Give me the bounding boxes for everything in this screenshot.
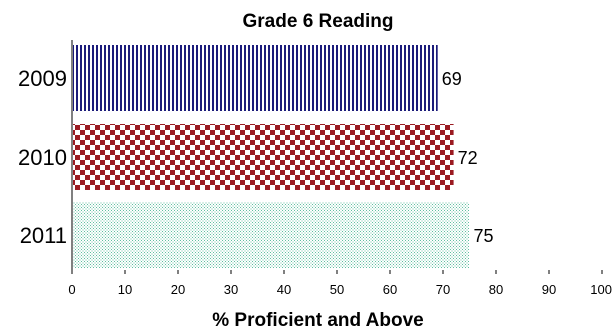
category-labels: 2009 2010 2011 bbox=[18, 66, 67, 248]
bar-2011 bbox=[73, 202, 470, 268]
category-label: 2011 bbox=[20, 223, 67, 248]
value-label: 75 bbox=[474, 226, 494, 246]
x-tick-label: 90 bbox=[542, 282, 556, 297]
x-tick-label: 70 bbox=[436, 282, 450, 297]
chart-title: Grade 6 Reading bbox=[243, 11, 394, 32]
x-tick-label: 0 bbox=[68, 282, 75, 297]
x-tick-label: 40 bbox=[277, 282, 291, 297]
x-ticks: 0 10 20 30 40 50 60 70 80 90 100 bbox=[68, 270, 612, 297]
x-tick-label: 80 bbox=[489, 282, 503, 297]
value-label: 69 bbox=[442, 69, 462, 89]
x-tick-label: 50 bbox=[330, 282, 344, 297]
x-axis-label: % Proficient and Above bbox=[212, 310, 424, 331]
bar-2009 bbox=[73, 45, 438, 111]
x-tick-label: 60 bbox=[383, 282, 397, 297]
x-tick-label: 100 bbox=[590, 282, 612, 297]
value-label: 72 bbox=[458, 148, 478, 168]
bar-2010 bbox=[73, 124, 454, 190]
bars-group bbox=[73, 45, 470, 268]
x-tick-label: 20 bbox=[171, 282, 185, 297]
category-label: 2010 bbox=[18, 145, 67, 170]
x-tick-label: 30 bbox=[224, 282, 238, 297]
value-labels: 69 72 75 bbox=[442, 69, 494, 246]
x-tick-label: 10 bbox=[118, 282, 132, 297]
category-label: 2009 bbox=[18, 66, 67, 91]
